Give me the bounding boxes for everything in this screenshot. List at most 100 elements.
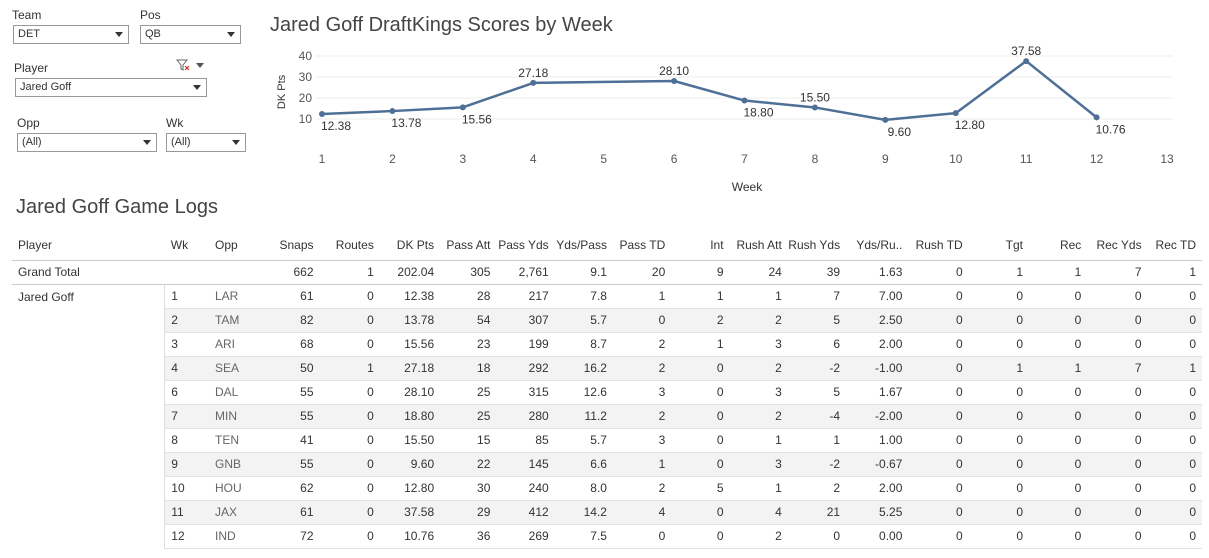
stat-cell: 0 bbox=[1029, 452, 1088, 477]
table-row[interactable]: 8 TEN 41 0 15.50 15 85 5.7 3 0 1 1 1.00 0 0 0 0 0 bbox=[12, 428, 1202, 453]
stat-cell: 25 bbox=[440, 404, 497, 429]
column-header[interactable]: Snaps bbox=[259, 230, 320, 261]
stat-cell: 412 bbox=[496, 500, 555, 525]
stat-cell: 0 bbox=[1087, 500, 1148, 525]
stat-cell: 13.78 bbox=[379, 308, 441, 333]
table-row[interactable]: 2 TAM 82 0 13.78 54 307 5.7 0 2 2 5 2.50 0 0 0 0 0 bbox=[12, 308, 1202, 333]
wk-dropdown[interactable]: (All) bbox=[166, 133, 246, 152]
x-tick-label: 6 bbox=[671, 152, 678, 166]
player-dropdown[interactable]: Jared Goff bbox=[15, 78, 207, 97]
opponent-cell: MIN bbox=[208, 404, 260, 429]
total-cell: 24 bbox=[729, 260, 788, 285]
grand-total-row: Grand Total 662 1 202.04 305 2,761 9.1 20 9 24 39 1… bbox=[12, 260, 1202, 285]
opp-dropdown[interactable]: (All) bbox=[17, 133, 157, 152]
table-row[interactable]: 3 ARI 68 0 15.56 23 199 8.7 2 1 3 6 2.00 0 0 0 0 0 bbox=[12, 332, 1202, 357]
stat-cell: 18.80 bbox=[379, 404, 441, 429]
stat-cell: 0 bbox=[968, 380, 1029, 405]
wk-filter: Wk bbox=[166, 116, 183, 130]
stat-cell: 0 bbox=[671, 380, 730, 405]
stat-cell: 1 bbox=[1147, 356, 1202, 381]
column-header[interactable]: Yds/Pass bbox=[554, 230, 613, 261]
column-header[interactable]: Rec Yds bbox=[1087, 230, 1148, 261]
stat-cell: 0 bbox=[908, 524, 969, 549]
total-cell: 305 bbox=[440, 260, 497, 285]
column-header[interactable]: Rush TD bbox=[908, 230, 969, 261]
stat-cell: 25 bbox=[440, 380, 497, 405]
table-row[interactable]: 6 DAL 55 0 28.10 25 315 12.6 3 0 3 5 1.67 0 0 0 0 0 bbox=[12, 380, 1202, 405]
x-tick-label: 13 bbox=[1160, 152, 1174, 166]
pos-dropdown[interactable]: QB bbox=[140, 25, 241, 44]
data-label: 10.76 bbox=[1096, 122, 1126, 136]
column-header[interactable]: Yds/Ru.. bbox=[846, 230, 909, 261]
stat-cell: 8.7 bbox=[554, 332, 613, 357]
stat-cell: 0 bbox=[1029, 332, 1088, 357]
column-header[interactable]: Rush Att bbox=[729, 230, 788, 261]
column-header[interactable]: Tgt bbox=[968, 230, 1029, 261]
column-header[interactable]: Pass Att bbox=[440, 230, 497, 261]
stat-cell: 8.0 bbox=[554, 476, 613, 501]
stat-cell: 0 bbox=[1087, 332, 1148, 357]
table-row[interactable]: Jared Goff 1 LAR 61 0 12.38 28 217 7.8 1 1 1 7 7.00 0 0… bbox=[12, 284, 1202, 309]
stat-cell: 1 bbox=[729, 284, 788, 309]
stat-cell: 2 bbox=[729, 404, 788, 429]
stat-cell: 0 bbox=[968, 284, 1029, 309]
table-row[interactable]: 12 IND 72 0 10.76 36 269 7.5 0 0 2 0 0.00 0 0 0 0 0 bbox=[12, 524, 1202, 549]
stat-cell: 0 bbox=[968, 308, 1029, 333]
team-filter: Team bbox=[12, 8, 41, 22]
table-row[interactable]: 4 SEA 50 1 27.18 18 292 16.2 2 0 2 -2 -1.00 0 1 1 7 1 bbox=[12, 356, 1202, 381]
column-header[interactable]: Rec bbox=[1029, 230, 1088, 261]
stat-cell: 0 bbox=[968, 404, 1029, 429]
data-label: 15.56 bbox=[462, 112, 492, 126]
clear-filter-icon[interactable] bbox=[175, 58, 190, 72]
total-cell: 202.04 bbox=[379, 260, 441, 285]
stat-cell: 5.25 bbox=[846, 500, 909, 525]
stat-cell: 0 bbox=[1087, 428, 1148, 453]
column-header[interactable]: Rec TD bbox=[1147, 230, 1202, 261]
stat-cell: 54 bbox=[440, 308, 497, 333]
week-cell: 1 bbox=[164, 284, 209, 309]
opp-dropdown-value: (All) bbox=[22, 136, 42, 148]
stat-cell: 0 bbox=[908, 356, 969, 381]
column-header[interactable]: Int bbox=[671, 230, 730, 261]
stat-cell: 3 bbox=[729, 452, 788, 477]
stat-cell: 0 bbox=[1029, 500, 1088, 525]
column-header[interactable]: Rush Yds bbox=[787, 230, 847, 261]
x-tick-label: 8 bbox=[812, 152, 819, 166]
team-dropdown[interactable]: DET bbox=[13, 25, 129, 44]
stat-cell: 16.2 bbox=[554, 356, 613, 381]
stat-cell: 5 bbox=[671, 476, 730, 501]
x-tick-label: 1 bbox=[319, 152, 326, 166]
stat-cell: 2 bbox=[612, 332, 672, 357]
menu-dropdown-icon[interactable] bbox=[195, 58, 205, 72]
stat-cell: 145 bbox=[496, 452, 555, 477]
total-cell: 7 bbox=[1087, 260, 1148, 285]
table-row[interactable]: 11 JAX 61 0 37.58 29 412 14.2 4 0 4 21 5.25 0 0 0 0 0 bbox=[12, 500, 1202, 525]
table-row[interactable]: 10 HOU 62 0 12.80 30 240 8.0 2 5 1 2 2.00 0 0 0 0 0 bbox=[12, 476, 1202, 501]
stat-cell: 28 bbox=[440, 284, 497, 309]
stat-cell: 1 bbox=[968, 356, 1029, 381]
stat-cell: 0 bbox=[908, 476, 969, 501]
column-header[interactable]: Opp bbox=[208, 230, 260, 261]
stat-cell: 5.7 bbox=[554, 428, 613, 453]
stat-cell: 0 bbox=[1147, 284, 1202, 309]
stat-cell: 0 bbox=[1087, 476, 1148, 501]
opponent-cell: IND bbox=[208, 524, 260, 549]
game-logs-table: Player Wk Opp Snaps Routes DK Pts Pass Att Pass… bbox=[12, 230, 1202, 549]
data-point bbox=[1093, 114, 1100, 121]
column-header[interactable]: Pass Yds bbox=[496, 230, 555, 261]
table-row[interactable]: 9 GNB 55 0 9.60 22 145 6.6 1 0 3 -2 -0.67 0 0 0 0 0 bbox=[12, 452, 1202, 477]
stat-cell: 7.8 bbox=[554, 284, 613, 309]
opponent-cell: SEA bbox=[208, 356, 260, 381]
x-tick-label: 7 bbox=[741, 152, 748, 166]
week-cell: 2 bbox=[164, 308, 209, 333]
column-header[interactable]: DK Pts bbox=[379, 230, 441, 261]
y-tick-label: 30 bbox=[299, 70, 313, 84]
column-header[interactable]: Player bbox=[12, 230, 165, 261]
table-row[interactable]: 7 MIN 55 0 18.80 25 280 11.2 2 0 2 -4 -2.00 0 0 0 0 0 bbox=[12, 404, 1202, 429]
stat-cell: 0 bbox=[1087, 284, 1148, 309]
column-header[interactable]: Routes bbox=[319, 230, 380, 261]
column-header[interactable]: Pass TD bbox=[612, 230, 672, 261]
x-tick-label: 2 bbox=[389, 152, 396, 166]
week-cell: 3 bbox=[164, 332, 209, 357]
column-header[interactable]: Wk bbox=[164, 230, 209, 261]
